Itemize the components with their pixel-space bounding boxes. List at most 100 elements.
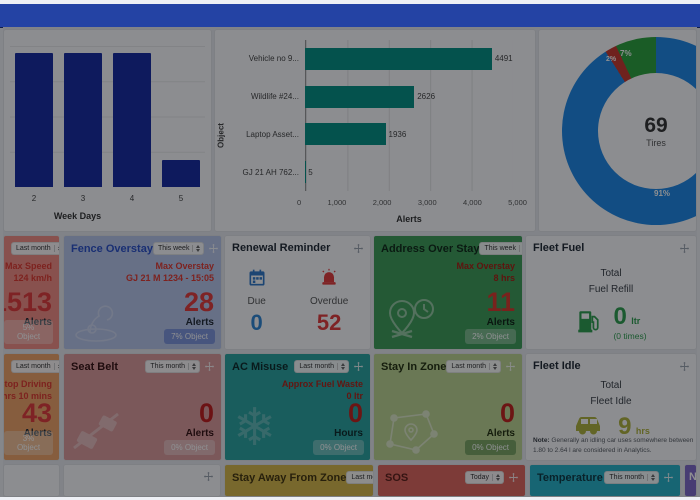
max-nonstop-text: Max Non Stop Driving10 hrs 10 mins xyxy=(3,379,52,401)
dropdown-arrows-icon xyxy=(188,363,196,370)
object-category-label: GJ 21 AH 762... xyxy=(242,167,299,177)
idle-total-label: Total xyxy=(600,380,622,391)
object-bar-row: Wildlife #24... 2626 xyxy=(215,78,513,116)
weekday-x-axis-label: Week Days xyxy=(53,211,102,221)
object-bar-value: 1936 xyxy=(388,129,407,139)
weekday-tick: 5 xyxy=(178,194,184,203)
alert-count: 28 xyxy=(183,287,214,317)
max-speed-text: Max Speed 124 km/h xyxy=(4,261,52,283)
temperature-card: Temperature This month xyxy=(529,464,681,497)
zone-pin-icon xyxy=(382,408,440,454)
donut-label-blue: 91% xyxy=(654,189,671,198)
overdue-label: Overdue xyxy=(309,296,349,307)
alerts-axis-tick: 4,000 xyxy=(463,198,482,207)
drag-handle-icon[interactable] xyxy=(208,243,219,254)
dropdown-arrows-icon xyxy=(192,245,201,252)
non-stop-driving-card-partial: Last month Max Non Stop Driving10 hrs 10… xyxy=(3,353,60,461)
sos-card: SOS Today xyxy=(377,464,526,497)
idle-note: Note: Generally an idling car uses somew… xyxy=(533,436,694,454)
alert-count: 0 xyxy=(198,398,214,428)
idle-unit: hrs xyxy=(635,425,650,436)
weekday-tick: 2 xyxy=(31,194,37,203)
drag-handle-icon[interactable] xyxy=(679,243,690,254)
weekday-bar xyxy=(64,46,102,187)
drag-handle-icon[interactable] xyxy=(353,243,364,254)
alerts-axis-tick: 0 xyxy=(297,198,302,207)
drag-handle-icon[interactable] xyxy=(663,472,674,483)
dropdown-arrows-icon xyxy=(489,363,498,370)
object-y-axis-label: Object xyxy=(216,122,226,148)
object-alerts-chart-card: Vehicle no 9... 4491 Wildlife #24... 2626 La… xyxy=(214,29,536,232)
drag-handle-icon[interactable] xyxy=(203,471,214,482)
dropdown-arrows-icon xyxy=(647,474,655,481)
card-title: Nig xyxy=(689,471,697,483)
alerts-axis-tick: 5,000 xyxy=(508,198,527,207)
alert-unit: Alerts xyxy=(185,428,214,439)
fence-overstay-card: Fence Overstay This week Max Overstay GJ … xyxy=(63,235,222,350)
dropdown-arrows-icon xyxy=(337,363,345,370)
object-x-axis-label: Alerts xyxy=(396,214,422,224)
object-percent-button[interactable]: 7% Object xyxy=(164,329,215,344)
drag-handle-icon[interactable] xyxy=(679,361,690,372)
object-percent-button[interactable]: 0% Object xyxy=(465,440,516,455)
object-x-ticks: 0 1,000 2,000 3,000 4,000 5,000 xyxy=(297,198,527,207)
object-percent-button[interactable]: 0% Object xyxy=(164,440,215,455)
fuel-total-label: Total xyxy=(600,268,622,279)
object-bar-value: 2626 xyxy=(417,92,436,102)
object-bar-value: 5 xyxy=(308,167,313,177)
period-dropdown[interactable]: This month xyxy=(604,471,659,484)
fuel-pump-icon xyxy=(575,308,601,339)
object-bar-value: 4491 xyxy=(494,54,513,64)
object-percent-button[interactable]: 3% Object xyxy=(4,431,53,455)
object-percent-button[interactable]: 2% Object xyxy=(465,329,516,344)
idle-value: 9 xyxy=(618,412,632,440)
alarm-icon xyxy=(319,268,339,293)
hours-count: 0 xyxy=(347,398,363,428)
card-title: Address Over Stay xyxy=(381,242,480,255)
card-title: SOS xyxy=(385,471,409,484)
period-dropdown[interactable]: This week xyxy=(152,242,205,255)
object-bar-row: Vehicle no 9... 4491 xyxy=(215,40,513,78)
top-navigation-bar xyxy=(0,4,700,28)
period-dropdown[interactable]: Last month xyxy=(346,471,373,484)
period-dropdown[interactable]: This month xyxy=(145,360,200,373)
object-bar-row: Laptop Asset... 1936 xyxy=(215,116,513,154)
period-dropdown[interactable]: Today xyxy=(465,471,504,484)
weekday-tick: 4 xyxy=(129,194,135,203)
period-dropdown[interactable]: Last month xyxy=(11,360,59,373)
card-title: Renewal Reminder xyxy=(232,242,331,254)
weekday-bars xyxy=(10,46,205,187)
weekday-x-ticks: 2 3 4 5 xyxy=(10,194,205,203)
bottom-card-partial-2 xyxy=(63,464,221,497)
object-category-label: Laptop Asset... xyxy=(246,129,299,139)
night-drive-card-partial: Nig xyxy=(684,464,697,497)
object-bar-row: GJ 21 AH 762... 5 xyxy=(215,153,513,191)
location-pin-clock-icon xyxy=(382,295,444,343)
drag-handle-icon[interactable] xyxy=(508,472,519,483)
period-dropdown[interactable]: Last month xyxy=(11,242,59,255)
dropdown-arrows-icon xyxy=(53,245,59,252)
fleet-idle-card: Fleet Idle Total Fleet Idle 9 hrs Note: … xyxy=(525,353,697,461)
drag-handle-icon[interactable] xyxy=(353,361,364,372)
fuel-refill-label: Fuel Refill xyxy=(588,283,634,295)
drag-handle-icon[interactable] xyxy=(505,361,516,372)
alerts-axis-tick: 2,000 xyxy=(372,198,392,207)
tires-donut-chart-card: 91% 2% 7% 69 Tires xyxy=(538,29,697,232)
alert-count: 43 xyxy=(21,398,52,428)
period-dropdown[interactable]: Last month xyxy=(446,360,502,373)
donut-label-green: 7% xyxy=(620,49,632,58)
alert-count: 1513 xyxy=(4,287,52,317)
object-percent-button[interactable]: 0% Object xyxy=(313,440,364,455)
object-percent-button[interactable]: 5% Object xyxy=(4,320,53,344)
object-category-label: Wildlife #24... xyxy=(250,92,299,102)
fleet-fuel-card: Fleet Fuel Total Fuel Refill 0 ltr (0 ti… xyxy=(525,235,697,350)
idle-label: Fleet Idle xyxy=(590,395,632,407)
period-dropdown[interactable]: Last month xyxy=(294,360,349,373)
period-dropdown[interactable]: This week xyxy=(479,242,522,255)
renewal-reminder-card: Renewal Reminder Due 0 Overdue 52 xyxy=(224,235,371,350)
object-bar xyxy=(305,123,386,146)
card-title: AC Misuse xyxy=(232,360,289,373)
drag-handle-icon[interactable] xyxy=(204,361,215,372)
alert-unit: Alerts xyxy=(486,428,515,439)
